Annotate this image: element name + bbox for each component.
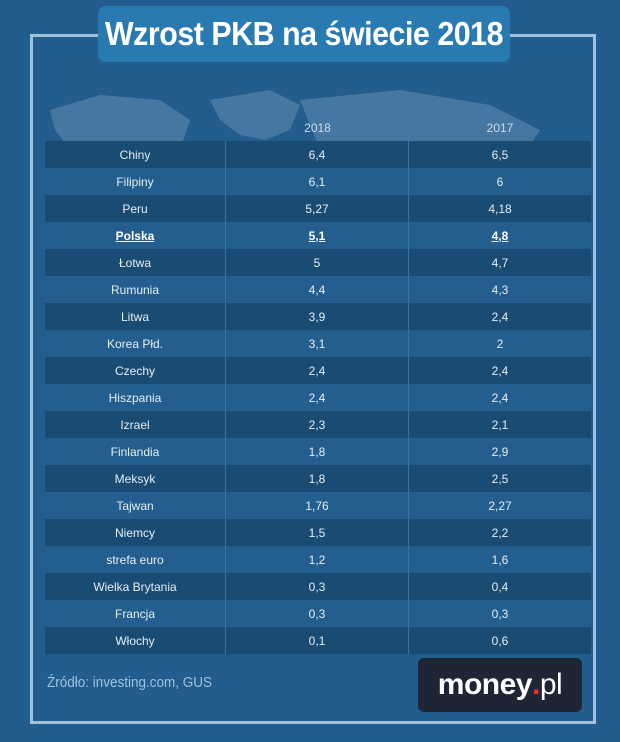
value-2018-cell: 3,1 [226,330,409,357]
value-2018-cell: 1,2 [226,546,409,573]
value-2018-cell: 2,4 [226,357,409,384]
table-row: Czechy 2,4 2,4 [45,357,591,384]
value-2018-cell: 2,3 [226,411,409,438]
table-row: Meksyk 1,8 2,5 [45,465,591,492]
value-2018-cell: 6,1 [226,168,409,195]
value-2017-cell: 6 [496,174,504,189]
value-2017-cell: 2,4 [491,363,509,378]
country-cell: Korea Płd. [45,330,226,357]
country-cell: Francja [45,600,226,627]
value-2018-cell: 1,8 [226,465,409,492]
money-pl-logo: money. pl [418,658,582,712]
table-row: Korea Płd. 3,1 2 [45,330,591,357]
value-2017-cell: 2,5 [491,471,509,486]
value-2017-cell: 6,5 [491,147,509,162]
country-cell: strefa euro [45,546,226,573]
value-2018-cell: 0,3 [226,600,409,627]
country-cell: Filipiny [45,168,226,195]
table-row: Niemcy 1,5 2,2 [45,519,591,546]
value-2017-cell: 4,7 [491,255,509,270]
country-cell: Hiszpania [45,384,226,411]
table-row: Peru 5,27 4,18 [45,195,591,222]
country-cell: Czechy [45,357,226,384]
table-row: Wielka Brytania 0,3 0,4 [45,573,591,600]
value-2018-cell: 5,1 [226,222,409,249]
gdp-table: Chiny 6,4 6,5 Filipiny 6,1 6 Peru 5,27 4,18 Polsk… [45,141,591,654]
country-cell: Izrael [45,411,226,438]
value-2018-cell: 1,8 [226,438,409,465]
value-2018-cell: 1,76 [226,492,409,519]
value-2018-cell: 1,5 [226,519,409,546]
value-2017-cell: 2,2 [491,525,509,540]
country-cell: Rumunia [45,276,226,303]
country-cell: Peru [45,195,226,222]
value-2018-cell: 6,4 [226,141,409,168]
table-row: Polska 5,1 4,8 [45,222,591,249]
country-cell: Włochy [45,627,226,654]
country-cell: Polska [45,222,226,249]
table-header: 2018 2017 [45,118,591,138]
value-2017-cell: 2,1 [491,417,509,432]
value-2018-cell: 0,3 [226,573,409,600]
table-row: Chiny 6,4 6,5 [45,141,591,168]
column-header-2018: 2018 [304,121,331,135]
table-row: Finlandia 1,8 2,9 [45,438,591,465]
value-2018-cell: 2,4 [226,384,409,411]
value-2017-cell: 4,18 [488,201,512,216]
table-row: Izrael 2,3 2,1 [45,411,591,438]
table-row: Filipiny 6,1 6 [45,168,591,195]
value-2017-cell: 2,27 [488,498,512,513]
column-header-2017: 2017 [486,121,514,135]
country-cell: Niemcy [45,519,226,546]
value-2018-cell: 5,27 [226,195,409,222]
value-2018-cell: 0,1 [226,627,409,654]
value-2017-cell: 0,3 [491,606,509,621]
country-cell: Meksyk [45,465,226,492]
value-2017-cell: 2,4 [491,390,509,405]
source-note: Źródło: investing.com, GUS [47,674,213,691]
country-cell: Łotwa [45,249,226,276]
country-cell: Wielka Brytania [45,573,226,600]
table-row: Rumunia 4,4 4,3 [45,276,591,303]
table-row: strefa euro 1,2 1,6 [45,546,591,573]
table-row: Hiszpania 2,4 2,4 [45,384,591,411]
table-row: Litwa 3,9 2,4 [45,303,591,330]
page-title: Wzrost PKB na świecie 2018 [97,6,511,62]
value-2017-cell: 4,3 [491,282,509,297]
value-2018-cell: 5 [226,249,409,276]
value-2017-cell: 4,8 [491,228,509,243]
value-2017-cell: 1,6 [491,552,509,567]
country-cell: Tajwan [45,492,226,519]
value-2017-cell: 2,9 [491,444,509,459]
table-row: Włochy 0,1 0,6 [45,627,591,654]
table-row: Francja 0,3 0,3 [45,600,591,627]
table-row: Łotwa 5 4,7 [45,249,591,276]
value-2018-cell: 3,9 [226,303,409,330]
table-row: Tajwan 1,76 2,27 [45,492,591,519]
value-2017-cell: 2 [496,336,504,351]
country-cell: Litwa [45,303,226,330]
value-2018-cell: 4,4 [226,276,409,303]
value-2017-cell: 2,4 [491,309,509,324]
country-cell: Finlandia [45,438,226,465]
value-2017-cell: 0,6 [491,633,509,648]
country-cell: Chiny [45,141,226,168]
value-2017-cell: 0,4 [491,579,509,594]
